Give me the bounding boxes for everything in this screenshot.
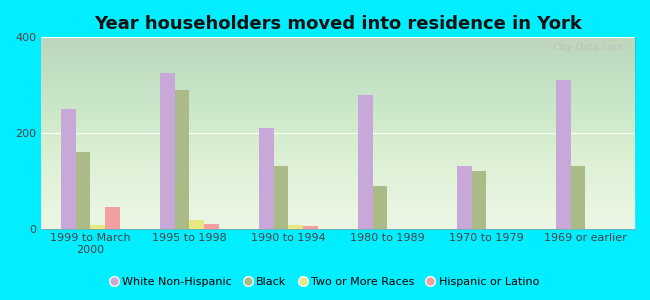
Bar bbox=[190, 220, 204, 229]
Bar bbox=[372, 185, 387, 229]
Bar bbox=[556, 80, 571, 229]
Bar bbox=[105, 207, 120, 229]
Bar bbox=[358, 95, 372, 229]
Bar bbox=[472, 171, 486, 229]
Bar bbox=[457, 167, 472, 229]
Bar bbox=[75, 152, 90, 229]
Legend: White Non-Hispanic, Black, Two or More Races, Hispanic or Latino: White Non-Hispanic, Black, Two or More R… bbox=[107, 273, 543, 291]
Bar bbox=[259, 128, 274, 229]
Bar bbox=[304, 226, 318, 229]
Bar bbox=[204, 224, 219, 229]
Title: Year householders moved into residence in York: Year householders moved into residence i… bbox=[94, 15, 582, 33]
Bar bbox=[160, 73, 175, 229]
Bar bbox=[175, 90, 190, 229]
Bar bbox=[90, 225, 105, 229]
Bar bbox=[274, 167, 289, 229]
Bar bbox=[289, 225, 304, 229]
Text: City-Data.com: City-Data.com bbox=[552, 43, 623, 52]
Bar bbox=[571, 167, 586, 229]
Bar bbox=[61, 109, 75, 229]
